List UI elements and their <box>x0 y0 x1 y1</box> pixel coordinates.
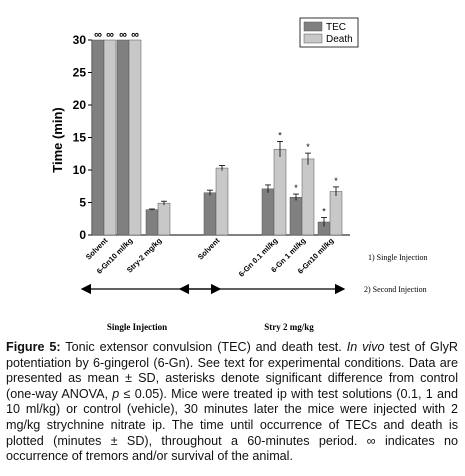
bar <box>203 192 217 236</box>
y-tick-label: 20 <box>73 98 87 112</box>
legend-swatch <box>303 33 323 44</box>
y-tick-label: 10 <box>73 163 87 177</box>
caption: Figure 5: Tonic extensor convulsion (TEC… <box>6 340 458 465</box>
value-label: ∞ <box>131 29 139 41</box>
legend-label: Death <box>326 34 353 45</box>
legend-label: TEC <box>326 22 346 33</box>
value-label: ∞ <box>94 29 102 41</box>
bar <box>128 39 142 236</box>
bar <box>289 197 303 236</box>
x-tick-label: Solvent <box>196 236 222 262</box>
group-label: Stry 2 mg/kg <box>264 322 314 332</box>
bar <box>91 39 105 236</box>
y-tick-label: 0 <box>79 228 86 242</box>
bar <box>329 191 343 236</box>
y-tick-label: 15 <box>73 131 87 145</box>
significance: * <box>294 183 298 193</box>
caption-text: p <box>112 386 120 401</box>
caption-text: Tonic extensor convulsion (TEC) and deat… <box>65 340 347 354</box>
caption-text: test of GlyR potentiation by 6-gingerol … <box>6 340 459 401</box>
caption-text: ≤ 0.05). Mice were treated ip with test … <box>6 386 458 464</box>
bar <box>157 202 171 236</box>
legend-swatch <box>303 21 323 32</box>
caption-text: In vivo <box>346 340 385 354</box>
bar <box>261 188 275 236</box>
note: 1) Single Injection <box>368 253 428 262</box>
significance: * <box>334 176 338 186</box>
bar <box>145 209 159 236</box>
value-label: ∞ <box>119 29 127 41</box>
significance: * <box>322 206 326 216</box>
note: 2) Second Injection <box>364 285 427 294</box>
value-label: ∞ <box>106 29 114 41</box>
caption-label: Figure 5: <box>6 340 61 354</box>
significance: * <box>306 142 310 152</box>
bar <box>116 39 130 236</box>
bar <box>103 39 117 236</box>
bar <box>301 158 315 236</box>
y-tick-label: 5 <box>79 196 86 210</box>
y-axis-label: Time (min) <box>50 107 65 173</box>
bar <box>215 167 229 236</box>
chart: Time (min) 1) Single Injection 2) Second… <box>50 17 428 332</box>
group-label: Single Injection <box>107 322 167 332</box>
bar <box>273 148 287 236</box>
y-tick-label: 25 <box>73 66 87 80</box>
significance: * <box>278 130 282 140</box>
y-tick-label: 30 <box>73 33 87 47</box>
